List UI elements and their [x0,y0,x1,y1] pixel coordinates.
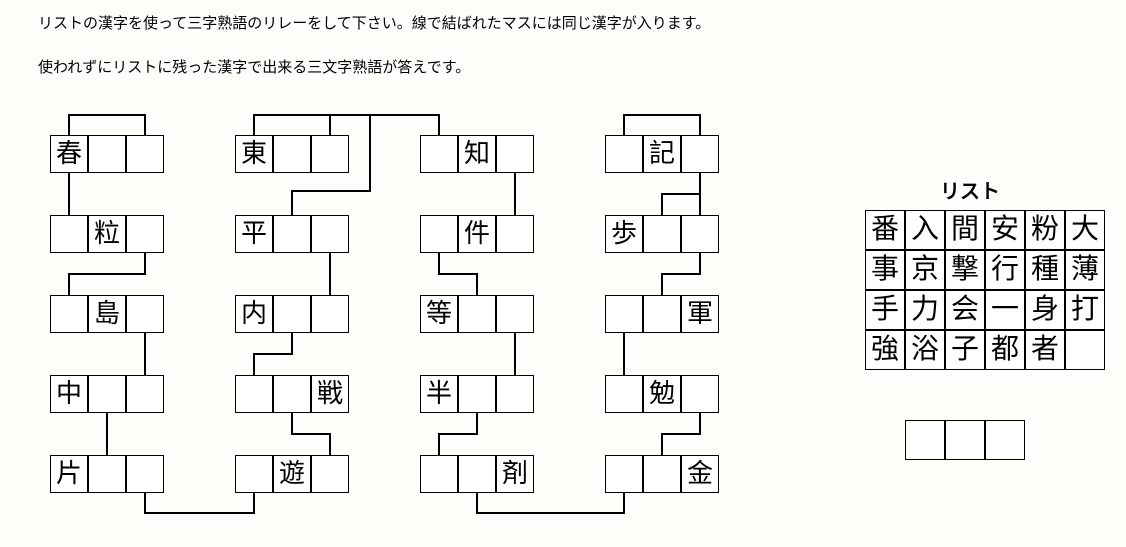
word-cell[interactable] [458,375,496,413]
word-cell[interactable] [681,375,719,413]
list-cell: 会 [945,290,985,330]
list-cell: 浴 [905,330,945,370]
list-cell: 撃 [945,250,985,290]
word-cell[interactable] [420,135,458,173]
list-cell [1065,330,1105,370]
word-cell[interactable] [88,455,126,493]
word-cell[interactable] [605,295,643,333]
word-cell[interactable] [681,135,719,173]
word-cell: 内 [235,295,273,333]
word-cell: 島 [88,295,126,333]
list-cell: 京 [905,250,945,290]
word-cell[interactable] [496,135,534,173]
word-cell[interactable] [235,455,273,493]
list-cell: 手 [865,290,905,330]
list-cell: 間 [945,210,985,250]
answer-cell[interactable] [985,420,1025,460]
word-cell: 勉 [643,375,681,413]
word-cell[interactable] [311,295,349,333]
list-title: リスト [940,175,1000,204]
list-cell: 強 [865,330,905,370]
word-cell[interactable] [273,295,311,333]
list-cell: 身 [1025,290,1065,330]
word-cell: 金 [681,455,719,493]
list-cell: 入 [905,210,945,250]
list-cell: 種 [1025,250,1065,290]
word-cell[interactable] [273,135,311,173]
word-cell[interactable] [50,215,88,253]
word-cell: 春 [50,135,88,173]
list-cell: 力 [905,290,945,330]
word-cell[interactable] [311,135,349,173]
list-cell: 都 [985,330,1025,370]
word-cell[interactable] [496,295,534,333]
word-cell[interactable] [458,455,496,493]
word-cell: 記 [643,135,681,173]
word-cell: 歩 [605,215,643,253]
word-cell[interactable] [88,135,126,173]
word-cell[interactable] [50,295,88,333]
word-cell[interactable] [126,215,164,253]
word-cell: 知 [458,135,496,173]
list-cell: 粉 [1025,210,1065,250]
word-cell[interactable] [126,135,164,173]
list-cell: 番 [865,210,905,250]
word-cell[interactable] [126,455,164,493]
word-cell[interactable] [88,375,126,413]
word-cell[interactable] [496,375,534,413]
answer-cell[interactable] [945,420,985,460]
word-cell: 等 [420,295,458,333]
word-cell[interactable] [605,135,643,173]
word-cell[interactable] [273,215,311,253]
word-cell: 半 [420,375,458,413]
list-cell: 大 [1065,210,1105,250]
list-cell: 安 [985,210,1025,250]
word-cell: 軍 [681,295,719,333]
instruction-line-1: リストの漢字を使って三字熟語のリレーをして下さい。線で結ばれたマスには同じ漢字が… [38,12,710,33]
word-cell[interactable] [311,455,349,493]
word-cell[interactable] [235,375,273,413]
word-cell[interactable] [126,375,164,413]
word-cell: 粒 [88,215,126,253]
word-cell[interactable] [458,295,496,333]
word-cell[interactable] [496,215,534,253]
list-cell: 子 [945,330,985,370]
word-cell[interactable] [681,215,719,253]
word-cell: 平 [235,215,273,253]
word-cell[interactable] [311,215,349,253]
word-cell[interactable] [273,375,311,413]
answer-cell[interactable] [905,420,945,460]
list-cell: 一 [985,290,1025,330]
word-cell: 件 [458,215,496,253]
word-cell[interactable] [643,455,681,493]
list-cell: 薄 [1065,250,1105,290]
word-cell: 中 [50,375,88,413]
word-cell: 片 [50,455,88,493]
word-cell[interactable] [605,455,643,493]
list-cell: 者 [1025,330,1065,370]
instruction-line-2: 使われずにリストに残った漢字で出来る三文字熟語が答えです。 [38,56,470,77]
word-cell[interactable] [605,375,643,413]
word-cell: 戦 [311,375,349,413]
word-cell[interactable] [420,215,458,253]
word-cell: 東 [235,135,273,173]
word-cell[interactable] [643,215,681,253]
word-cell: 剤 [496,455,534,493]
list-cell: 打 [1065,290,1105,330]
word-cell[interactable] [643,295,681,333]
word-cell[interactable] [420,455,458,493]
word-cell: 遊 [273,455,311,493]
list-cell: 行 [985,250,1025,290]
list-cell: 事 [865,250,905,290]
word-cell[interactable] [126,295,164,333]
